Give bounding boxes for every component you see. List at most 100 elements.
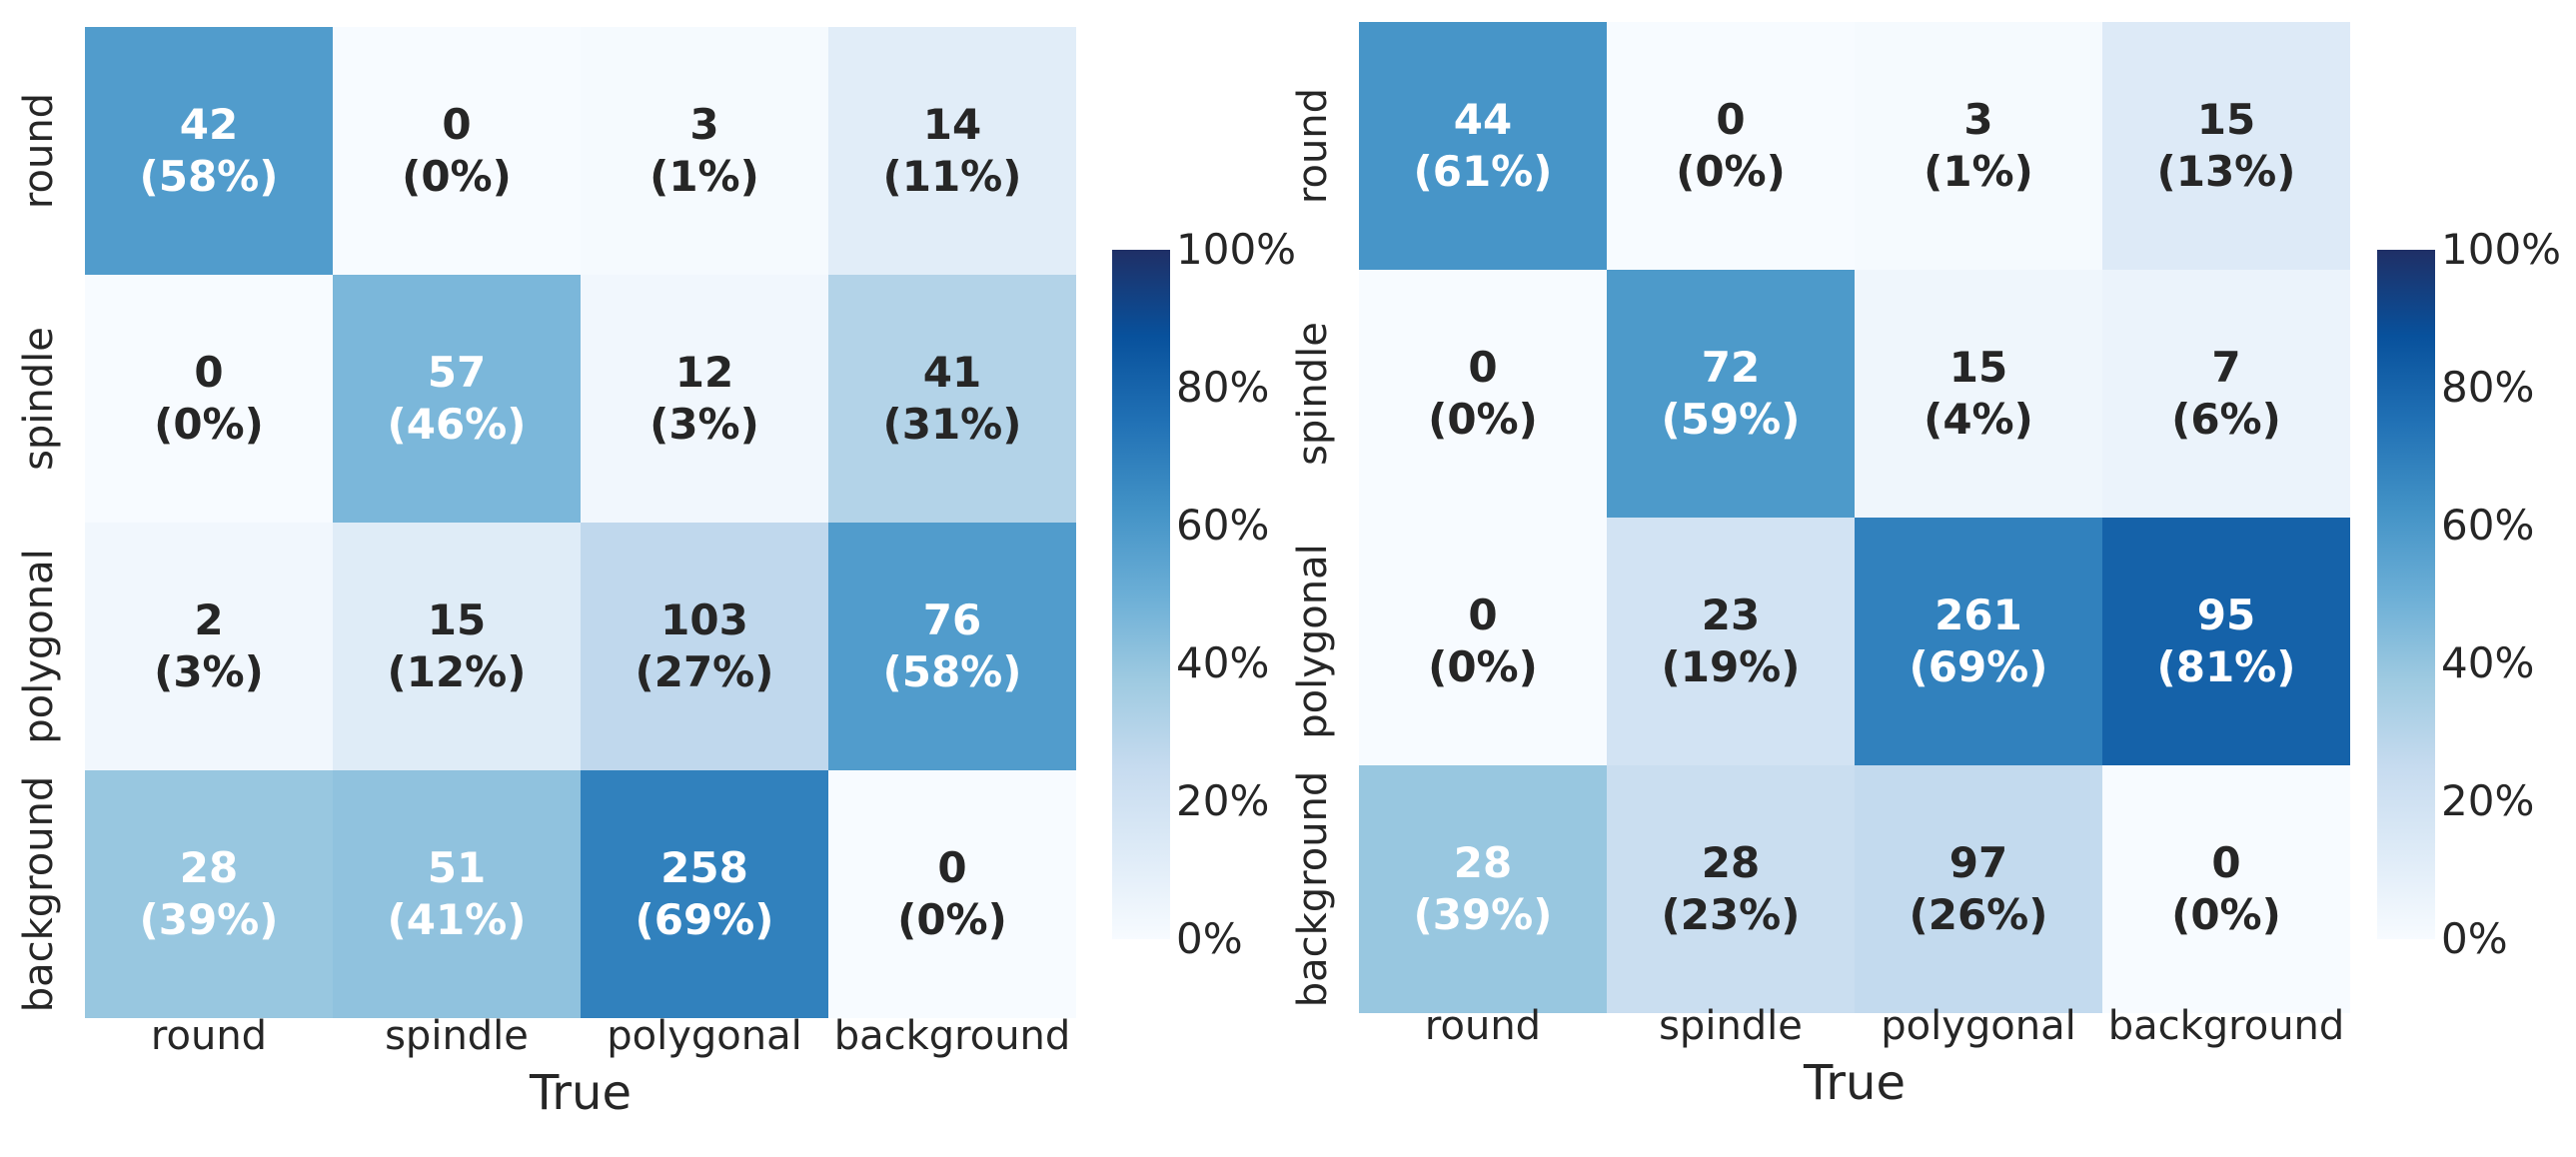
y-tick-label: background [16,776,62,1013]
cell-percent-label: (12%) [388,647,527,696]
colorbar [1112,250,1170,939]
heatmap-cell [1607,518,1855,765]
cell-count-label: 12 [675,348,733,397]
heatmap-cell [1359,518,1607,765]
cell-count-label: 0 [1716,95,1745,144]
cell-count-label: 15 [1949,343,2007,392]
heatmap-cell [2102,518,2350,765]
cell-count-label: 76 [923,595,981,644]
cell-percent-label: (23%) [1662,890,1801,939]
cell-count-label: 2 [194,595,223,644]
cell-count-label: 15 [428,595,486,644]
cell-percent-label: (0%) [402,152,512,201]
heatmap-cell [581,27,828,275]
x-tick-label: spindle [385,1013,529,1059]
cell-percent-label: (1%) [1924,147,2033,196]
heatmap-cell [333,770,581,1018]
heatmap-cell [581,523,828,770]
heatmap-cell [1855,518,2102,765]
cell-percent-label: (0%) [154,400,264,449]
cell-percent-label: (19%) [1662,642,1801,691]
y-tick-label: spindle [16,327,62,471]
heatmap-cell [1607,22,1855,270]
cell-percent-label: (69%) [636,895,774,944]
heatmap-panel-1: 42(58%)0(0%)3(1%)14(11%)0(0%)57(46%)12(3… [16,27,1296,1121]
heatmap-panel-2: 44(61%)0(0%)3(1%)15(13%)0(0%)72(59%)15(4… [1290,22,2561,1111]
cell-count-label: 261 [1934,590,2022,639]
cell-count-label: 57 [428,348,486,397]
heatmap-cell [1855,765,2102,1013]
colorbar-tick-label: 0% [2441,914,2508,963]
y-tick-label: polygonal [1290,544,1336,739]
cell-percent-label: (4%) [1924,395,2033,444]
cell-percent-label: (58%) [140,152,279,201]
cell-count-label: 97 [1949,838,2007,887]
cell-count-label: 3 [689,100,718,149]
cell-count-label: 42 [180,100,238,149]
heatmap-cell [2102,22,2350,270]
x-axis-label: True [529,1065,632,1121]
heatmap-cell [2102,765,2350,1013]
cell-count-label: 258 [660,843,748,892]
heatmap-cell [1607,765,1855,1013]
heatmap-cell [85,275,333,523]
cell-percent-label: (0%) [2171,890,2281,939]
heatmap-cell [828,275,1076,523]
x-tick-label: round [1425,1003,1541,1049]
heatmap-cell [1359,22,1607,270]
x-tick-label: round [151,1013,267,1059]
cell-percent-label: (6%) [2171,395,2281,444]
cell-count-label: 28 [1454,838,1512,887]
cell-count-label: 28 [180,843,238,892]
x-tick-label: background [2108,1003,2345,1049]
cell-count-label: 103 [660,595,748,644]
heatmap-cell [1855,270,2102,518]
cell-count-label: 28 [1702,838,1760,887]
x-axis-label: True [1803,1055,1906,1111]
cell-percent-label: (39%) [1414,890,1553,939]
heatmap-cell [581,275,828,523]
colorbar-tick-label: 60% [1176,501,1269,550]
heatmap-cell [1359,765,1607,1013]
cell-percent-label: (59%) [1662,395,1801,444]
cell-percent-label: (1%) [649,152,759,201]
colorbar-tick-label: 60% [2441,501,2534,550]
cell-percent-label: (3%) [154,647,264,696]
cell-count-label: 44 [1454,95,1512,144]
colorbar-tick-label: 40% [1176,638,1269,687]
y-tick-label: background [1290,771,1336,1008]
colorbar-tick-label: 100% [2441,225,2561,274]
x-tick-label: polygonal [1881,1003,2076,1049]
cell-count-label: 0 [1468,590,1497,639]
cell-percent-label: (31%) [883,400,1022,449]
cell-count-label: 72 [1702,343,1760,392]
cell-percent-label: (11%) [883,152,1022,201]
cell-count-label: 0 [937,843,966,892]
cell-percent-label: (0%) [897,895,1007,944]
cell-count-label: 51 [428,843,486,892]
heatmap-cell [1855,22,2102,270]
heatmap-cell [333,523,581,770]
cell-percent-label: (13%) [2157,147,2296,196]
cell-percent-label: (0%) [1676,147,1786,196]
heatmap-cell [85,523,333,770]
x-tick-label: polygonal [607,1013,802,1059]
cell-percent-label: (41%) [388,895,527,944]
y-tick-label: spindle [1290,322,1336,466]
cell-percent-label: (46%) [388,400,527,449]
x-tick-label: background [834,1013,1071,1059]
cell-count-label: 0 [1468,343,1497,392]
colorbar-tick-label: 20% [1176,776,1269,825]
heatmap-cell [85,27,333,275]
cell-count-label: 23 [1702,590,1760,639]
cell-count-label: 0 [442,100,471,149]
y-tick-label: round [1290,88,1336,204]
heatmap-cell [1359,270,1607,518]
colorbar-tick-label: 80% [1176,363,1269,412]
cell-percent-label: (26%) [1910,890,2048,939]
cell-percent-label: (0%) [1428,395,1538,444]
heatmap-cell [828,27,1076,275]
heatmap-cell [828,770,1076,1018]
cell-percent-label: (39%) [140,895,279,944]
